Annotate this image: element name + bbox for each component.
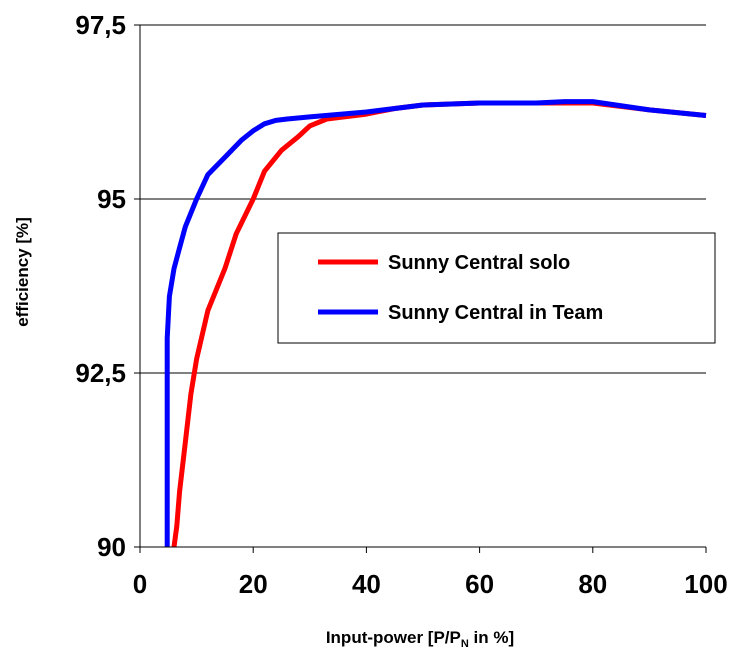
ticks: 90 92,5 95 97,5 0 20 40 60 80 100: [75, 10, 727, 599]
axes: [139, 25, 706, 548]
x-tick-label-2: 40: [352, 569, 381, 599]
series-line-team: [164, 99, 707, 547]
legend: Sunny Central solo Sunny Central in Team: [277, 232, 716, 344]
x-tick-label-3: 60: [465, 569, 494, 599]
legend-label-team: Sunny Central in Team: [388, 302, 603, 324]
gridlines: [140, 24, 706, 374]
x-tick-label-1: 20: [239, 569, 268, 599]
x-axis-title: Input-power [P/PN in %]: [326, 628, 514, 649]
legend-box: [277, 232, 716, 344]
y-tick-label-0: 90: [97, 532, 126, 562]
x-tick-label-4: 80: [578, 569, 607, 599]
legend-label-solo: Sunny Central solo: [388, 252, 570, 274]
y-tick-label-2: 95: [97, 184, 126, 214]
x-tick-label-0: 0: [133, 569, 147, 599]
x-tick-label-5: 100: [684, 569, 727, 599]
series-layer: [164, 99, 707, 548]
y-tick-label-3: 97,5: [75, 10, 126, 40]
y-tick-label-1: 92,5: [75, 358, 126, 388]
y-axis-title: efficiency [%]: [13, 217, 32, 327]
